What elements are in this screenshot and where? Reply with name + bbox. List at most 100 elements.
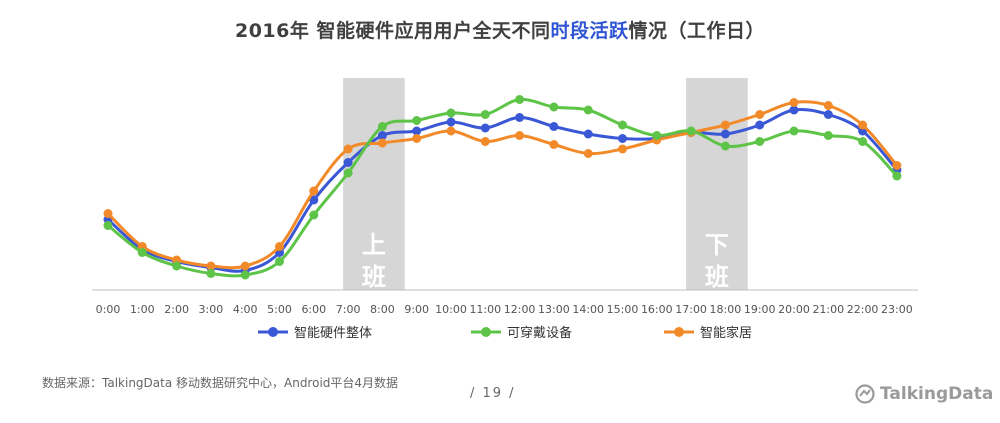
series-point-1 <box>206 269 216 278</box>
x-tick-label: 17:00 <box>675 303 707 316</box>
series-point-2 <box>720 120 730 130</box>
series-point-2 <box>515 131 525 140</box>
x-tick-label: 0:00 <box>96 303 121 316</box>
series-line-1 <box>107 97 898 278</box>
x-tick-label: 15:00 <box>607 303 639 316</box>
legend-label-0: 智能硬件整体 <box>294 326 372 341</box>
series-point-2 <box>377 138 387 148</box>
series-point-1 <box>515 95 525 104</box>
x-tick-label: 21:00 <box>812 303 844 316</box>
x-tick-label: 19:00 <box>744 303 776 316</box>
series-point-2 <box>343 144 353 154</box>
highlight-band-label: 上 <box>362 231 386 259</box>
x-tick-label: 7:00 <box>336 303 361 316</box>
series-point-1 <box>275 257 284 266</box>
series-point-0 <box>755 120 765 130</box>
series-point-2 <box>858 120 868 130</box>
series-point-1 <box>755 137 765 146</box>
series-point-2 <box>103 209 113 218</box>
legend-label-2: 智能家居 <box>700 325 752 341</box>
series-point-1 <box>686 126 696 136</box>
series-point-1 <box>583 105 593 115</box>
title-prefix: 2016年 智能硬件应用用户全天不同 <box>234 20 551 42</box>
series-point-1 <box>309 210 319 220</box>
series-point-2 <box>755 110 765 119</box>
x-tick-label: 5:00 <box>267 303 292 316</box>
series-point-2 <box>480 137 490 146</box>
series-point-2 <box>618 144 627 154</box>
series-point-1 <box>823 131 833 140</box>
logo-text: TalkingData <box>880 384 994 404</box>
series-point-1 <box>789 126 799 136</box>
title-suffix: 情况（工作日） <box>628 20 766 42</box>
series-point-0 <box>789 105 799 115</box>
series-point-0 <box>480 123 490 133</box>
x-tick-label: 12:00 <box>504 303 536 316</box>
series-point-0 <box>343 158 353 167</box>
series-point-1 <box>549 102 559 112</box>
series-point-0 <box>377 131 387 140</box>
x-tick-label: 14:00 <box>572 303 604 316</box>
series-point-0 <box>549 122 559 131</box>
series-point-0 <box>446 117 456 127</box>
x-tick-label: 23:00 <box>881 303 913 316</box>
x-tick-label: 13:00 <box>538 303 570 316</box>
series-point-0 <box>515 113 525 122</box>
legend-label-1: 可穿戴设备 <box>507 325 572 341</box>
series-point-2 <box>789 98 799 107</box>
highlight-band-1 <box>686 78 748 290</box>
page-number: / 19 / <box>470 386 516 401</box>
series-point-0 <box>583 129 593 139</box>
x-tick-label: 2:00 <box>164 303 189 316</box>
series-point-1 <box>446 108 456 118</box>
series-point-1 <box>858 137 868 146</box>
series-point-2 <box>549 140 559 149</box>
series-point-0 <box>309 195 319 205</box>
series-point-0 <box>720 129 730 139</box>
x-tick-label: 22:00 <box>847 303 879 316</box>
series-point-1 <box>377 122 387 131</box>
legend-marker-2 <box>674 327 684 337</box>
series-point-0 <box>618 134 627 143</box>
x-tick-label: 20:00 <box>778 303 810 316</box>
series-point-1 <box>652 131 662 140</box>
title-highlight: 时段活跃 <box>550 20 629 42</box>
series-point-2 <box>206 261 216 271</box>
series-point-0 <box>823 110 833 119</box>
series-point-1 <box>480 110 490 119</box>
series-point-2 <box>892 161 902 170</box>
logo-icon <box>855 384 875 404</box>
x-tick-label: 6:00 <box>301 303 326 316</box>
x-tick-label: 11:00 <box>469 303 501 316</box>
series-point-1 <box>137 248 147 257</box>
highlight-band-label: 班 <box>362 263 386 291</box>
series-point-1 <box>103 221 113 230</box>
series-point-2 <box>823 101 833 110</box>
data-source-note: 数据来源：TalkingData 移动数据研究中心，Android平台4月数据 <box>42 376 399 390</box>
highlight-band-label: 班 <box>705 263 729 291</box>
series-point-0 <box>412 126 422 136</box>
series-point-1 <box>720 141 730 151</box>
x-tick-label: 18:00 <box>710 303 742 316</box>
series-point-1 <box>412 116 422 125</box>
talkingdata-logo: TalkingData <box>855 384 993 404</box>
series-point-1 <box>892 171 902 181</box>
highlight-band-0 <box>343 78 405 290</box>
series-line-2 <box>106 100 899 270</box>
series-point-2 <box>309 186 319 196</box>
legend-marker-1 <box>481 327 491 337</box>
legend-marker-0 <box>268 327 278 337</box>
x-tick-label: 8:00 <box>370 303 395 316</box>
x-tick-label: 9:00 <box>404 303 429 316</box>
series-point-2 <box>412 134 422 143</box>
series-point-1 <box>618 120 627 130</box>
highlight-band-label: 下 <box>705 231 729 259</box>
x-tick-label: 16:00 <box>641 303 673 316</box>
series-point-1 <box>343 168 353 178</box>
series-point-1 <box>172 261 182 271</box>
x-tick-label: 4:00 <box>233 303 258 316</box>
series-point-1 <box>240 270 250 280</box>
x-tick-label: 10:00 <box>435 303 467 316</box>
series-point-2 <box>446 126 456 136</box>
